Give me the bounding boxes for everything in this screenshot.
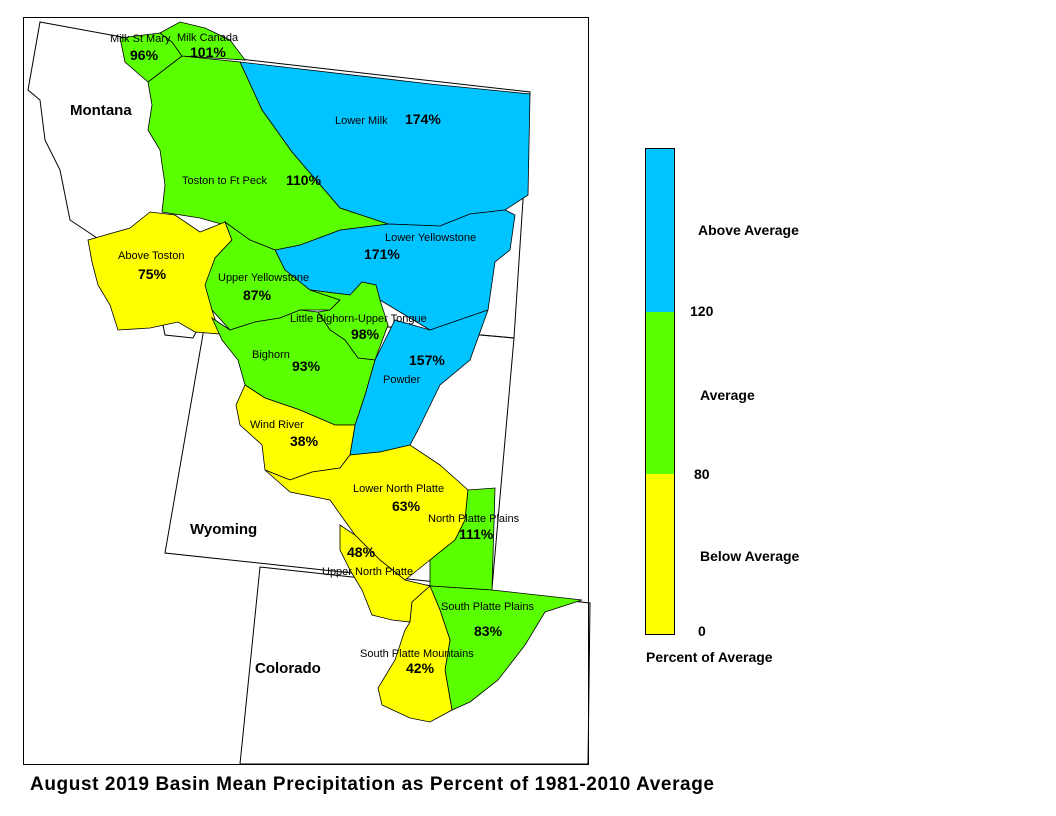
basin-name: Upper North Platte [322,566,413,578]
basin-milk-canada[interactable] [159,21,246,61]
legend-label-average: Average [700,387,755,403]
basin-name: Lower Milk [335,115,388,127]
basin-percent: 38% [290,433,319,449]
state-label-colorado: Colorado [255,660,321,677]
legend-tick-0: 0 [698,623,706,639]
basin-name: Toston to Ft Peck [182,175,267,187]
basin-percent: 42% [406,660,435,676]
basin-percent: 110% [286,172,322,188]
basin-percent: 111% [459,526,494,542]
legend-label-above: Above Average [698,222,799,238]
legend-tick-120: 120 [690,303,714,319]
legend-label-below: Below Average [700,548,800,564]
state-labels: Montana Wyoming Colorado [70,102,321,677]
basin-name: Upper Yellowstone [218,272,309,284]
legend-swatch-average [646,312,674,474]
basin-polygons [87,21,583,723]
legend-title: Percent of Average [646,649,773,665]
basin-name: South Platte Plains [441,601,534,613]
basin-name: Milk St Mary [110,33,171,45]
legend-color-bar [645,148,675,635]
basin-name: South Platte Mountains [360,648,474,660]
state-label-wyoming: Wyoming [190,521,257,538]
legend-tick-80: 80 [694,466,710,482]
basin-south-platte-mountains[interactable] [377,585,453,723]
basin-name: Above Toston [118,250,184,262]
basin-percent: 87% [243,287,272,303]
basin-percent: 75% [138,266,167,282]
basin-percent: 157% [409,352,445,368]
basin-percent: 98% [351,326,380,342]
basin-percent: 83% [474,623,503,639]
basin-percent: 101% [190,44,226,60]
basin-name: Lower North Platte [353,483,444,495]
basin-name: Wind River [250,419,304,431]
basin-percent: 96% [130,47,159,63]
basin-percent: 174% [405,111,441,127]
basin-name: Little Bighorn-Upper Tongue [290,313,427,325]
basin-north-platte-plains[interactable] [429,487,496,591]
basin-name: Bighorn [252,349,290,361]
basin-percent: 93% [292,358,321,374]
basin-name: Lower Yellowstone [385,232,476,244]
legend-swatch-below [646,474,674,634]
basin-name: Milk Canada [177,32,239,44]
map-caption: August 2019 Basin Mean Precipitation as … [30,774,715,795]
state-label-montana: Montana [70,102,132,119]
basin-name: North Platte Plains [428,513,520,525]
basin-percent: 171% [364,246,400,262]
basin-percent: 48% [347,544,376,560]
basin-name: Powder [383,374,421,386]
basin-percent: 63% [392,498,421,514]
basin-labels: Milk St Mary 96% Milk Canada 101% Lower … [110,32,534,676]
legend-swatch-above [646,149,674,312]
